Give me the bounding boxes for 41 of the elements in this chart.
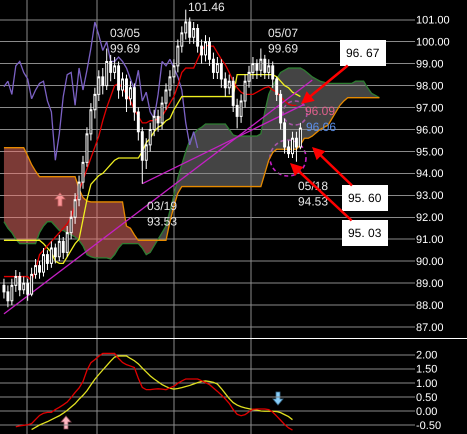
y-tick-label: 87.00 [416, 322, 444, 334]
y-tick-label: 0.50 [416, 392, 438, 404]
y-tick-label: 89.00 [416, 278, 444, 290]
y-tick-label: 96.00 [416, 124, 444, 136]
y-tick-label: 98.00 [416, 80, 444, 92]
annotation: 95. 03 [348, 226, 382, 240]
y-tick-label: 99.00 [416, 58, 444, 70]
y-tick-label: 2.00 [416, 350, 438, 362]
candlestick [204, 34, 207, 62]
y-tick-label: 0.00 [416, 406, 438, 418]
annotation: 95. 60 [348, 191, 382, 205]
candlestick [125, 74, 128, 112]
y-tick-label: 100.00 [416, 36, 450, 49]
candlestick [259, 48, 262, 78]
y-tick-label: 95.00 [416, 146, 444, 158]
line-series [3, 67, 380, 260]
y-tick-label: 88.00 [416, 300, 444, 312]
candlestick [58, 234, 61, 262]
candlestick [291, 131, 294, 159]
y-tick-label: 1.00 [416, 378, 438, 390]
y-tick-label: 90.00 [416, 256, 444, 268]
y-tick-label: 91.00 [416, 234, 444, 246]
candlestick [50, 240, 53, 268]
y-tick-label: -0.50 [416, 420, 442, 432]
candlestick [105, 48, 108, 90]
annotation: 96.09 [305, 104, 336, 118]
line-series [3, 21, 198, 161]
y-tick-label: 92.00 [416, 212, 444, 224]
candlestick [18, 272, 22, 297]
candlestick [117, 60, 120, 100]
annotation: 05/07 99.69 [268, 26, 298, 56]
candlestick [42, 248, 45, 278]
y-tick-label: 94.00 [416, 168, 444, 180]
annotation: 101.46 [188, 0, 226, 14]
y-tick-label: 93.00 [416, 190, 444, 202]
y-tick-label: 97.00 [416, 102, 444, 114]
y-tick-label: 1.50 [416, 364, 438, 376]
annotation: 03/05 99.69 [110, 26, 140, 56]
line-series [3, 97, 380, 241]
y-tick-label: 101.00 [416, 14, 450, 27]
annotation: 96. 67 [346, 46, 380, 60]
